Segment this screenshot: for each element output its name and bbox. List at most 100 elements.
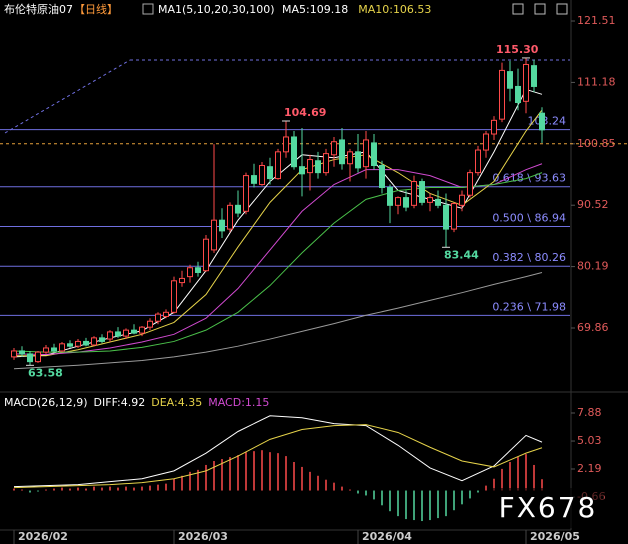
candle-body [67,343,73,347]
y-tick-label: 80.19 [577,260,609,273]
candle-body [139,326,145,334]
candle-body [379,165,385,188]
candle-body [507,71,513,89]
title: 布伦特原油07 [4,2,73,16]
candle-body [347,151,353,165]
candle-body [299,166,305,175]
candle-body [387,186,393,206]
trend-line [4,59,131,134]
candle-body [235,204,241,214]
candle-body [227,204,233,230]
candle-body [371,142,377,167]
y-tick-label: 69.86 [577,321,609,334]
candle-body [467,172,473,196]
candle-body [99,337,105,342]
candle-body [219,219,225,232]
candle-body [323,153,329,174]
candle-body [339,139,345,165]
candle-body [331,141,337,156]
candle-body [459,194,465,206]
watermark-bg [492,488,604,528]
y-tick-label: 111.18 [577,75,616,88]
legend-entry: MACD:1.15 [208,396,269,409]
candle-body [19,350,25,355]
x-tick-label: 2026/05 [530,530,580,543]
grid-icon[interactable] [512,3,524,15]
candle-body [35,351,41,363]
candle-body [163,311,169,317]
watermark: FX678 [499,491,598,524]
candle-body [363,139,369,168]
candle-body [243,175,249,212]
candle-body [51,347,57,352]
candle-body [307,159,313,174]
y-tick-label: 2.19 [577,462,602,475]
candle-body [123,329,129,337]
annotation: 63.58 [28,366,63,379]
legend-entry: MA5:109.18 [282,3,348,16]
candle-body [427,197,433,203]
candle-body [267,166,273,180]
candle-body [187,267,193,278]
legend-entry: DIFF:4.92 [94,396,146,409]
fib-label: 103.24 [528,115,567,128]
y-tick-label: 121.51 [577,14,616,27]
fib-label: 0.500 \ 86.94 [492,211,566,224]
fib-label: 0.382 \ 80.26 [492,251,566,264]
candle-body [195,267,201,273]
candle-body [451,203,457,230]
candle-body [147,320,153,328]
candle-body [43,347,49,353]
candle-body [179,277,185,284]
candle-body [211,219,217,251]
candle-body [27,353,33,363]
candle-body [115,331,121,337]
candle-body [539,112,545,131]
candle-body [83,340,89,346]
window-icon[interactable] [534,3,546,15]
candle-body [315,160,321,174]
candle-body [419,181,425,203]
candle-body [75,340,81,347]
ma-line [13,272,543,370]
candle-body [155,313,161,322]
candle-body [411,181,417,206]
legend-entry: MA10:106.53 [358,3,431,16]
candle-body [107,331,113,340]
macd-line [13,415,543,488]
candle-body [59,343,65,352]
candle-body [499,69,505,120]
fib-label: 0.236 \ 71.98 [492,300,566,313]
toolbar [512,3,568,15]
y-tick-label: 7.88 [577,406,602,419]
candle-body [11,350,17,358]
candle-body [259,165,265,186]
legend-entry: DEA:4.35 [151,396,202,409]
annotation: 104.69 [284,106,326,119]
x-tick-label: 2026/04 [362,530,412,543]
legend-entry: MACD(26,12,9) [4,396,88,409]
candle-body [355,151,361,169]
candle-body [403,197,409,208]
candle-body [523,63,529,102]
macd-line [13,424,543,489]
candle-body [131,329,137,334]
candle-body [491,119,497,135]
candle-body [203,238,209,272]
indicator: MA1(5,10,20,30,100) [158,3,275,16]
candle-body [435,198,441,206]
x-tick-label: 2026/03 [178,530,228,543]
y-tick-label: 5.03 [577,434,602,447]
candle-body [291,136,297,168]
annotation: 115.30 [496,43,539,56]
candle-body [443,204,449,230]
candle-body [395,197,401,206]
close-icon[interactable] [556,3,568,15]
y-tick-label: 90.52 [577,198,609,211]
period: 【日线】 [74,2,118,16]
annotation: 83.44 [444,248,479,261]
toggle-icon[interactable] [142,3,154,15]
candle-body [531,65,537,87]
